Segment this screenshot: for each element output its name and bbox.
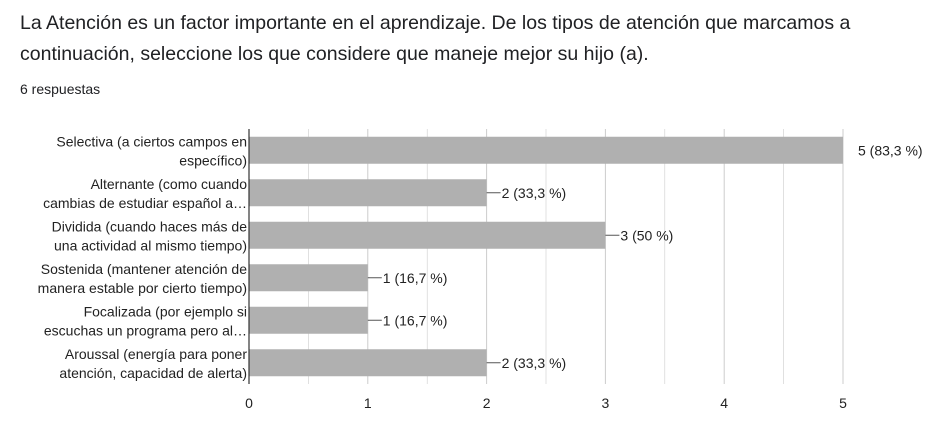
value-label: 5 (83,3 %) xyxy=(858,142,923,158)
bar xyxy=(249,179,487,207)
response-count: 6 respuestas xyxy=(20,81,101,97)
value-label: 2 (33,3 %) xyxy=(502,355,567,371)
x-tick-label: 5 xyxy=(839,395,847,411)
value-label: 3 (50 %) xyxy=(620,227,673,243)
x-tick-label: 0 xyxy=(245,395,253,411)
category-label: específico) xyxy=(179,152,247,168)
category-label: Focalizada (por ejemplo si xyxy=(84,303,247,319)
x-tick-label: 3 xyxy=(602,395,610,411)
category-label: Aroussal (energía para poner xyxy=(65,346,247,362)
category-label: Alternante (como cuando xyxy=(91,176,248,192)
category-label: Sostenida (mantener atención de xyxy=(41,261,247,277)
bar xyxy=(249,136,843,164)
bar xyxy=(249,221,606,249)
value-label: 1 (16,7 %) xyxy=(383,312,448,328)
category-label: cambias de estudiar español a… xyxy=(43,195,247,211)
category-label: atención, capacidad de alerta) xyxy=(59,365,247,381)
x-tick-label: 1 xyxy=(364,395,372,411)
x-tick-label: 2 xyxy=(483,395,491,411)
category-label: Selectiva (a ciertos campos en xyxy=(56,133,247,149)
category-label: escuchas un programa pero al… xyxy=(44,322,247,338)
value-label: 1 (16,7 %) xyxy=(383,270,448,286)
category-label: Dividida (cuando haces más de xyxy=(52,218,248,234)
category-label: manera estable por cierto tiempo) xyxy=(38,280,247,296)
question-title: La Atención es un factor importante en e… xyxy=(20,12,851,65)
value-label: 2 (33,3 %) xyxy=(502,185,567,201)
bar xyxy=(249,264,368,292)
category-label: una actividad al mismo tiempo) xyxy=(54,237,247,253)
bar xyxy=(249,349,487,377)
bar xyxy=(249,306,368,334)
x-tick-label: 4 xyxy=(720,395,728,411)
